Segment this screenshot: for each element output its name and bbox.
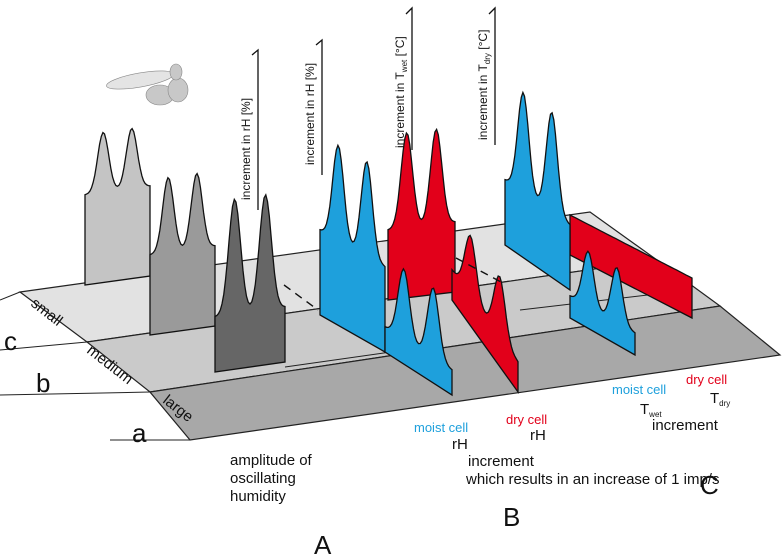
increment-label: increment — [652, 417, 719, 434]
cell-name: dry cell — [686, 372, 727, 387]
waveform-sheet — [214, 193, 286, 373]
waveform-sheet — [504, 90, 571, 292]
waveform-sheet — [569, 213, 693, 320]
axis-label: humidity — [230, 488, 286, 505]
waveform-sheet — [384, 267, 453, 397]
cell-variable: Tdry — [710, 390, 730, 408]
cell-name: moist cell — [612, 382, 666, 397]
cell-name: moist cell — [414, 420, 468, 435]
vertical-label: increment in Twet [°C] — [393, 36, 409, 148]
waveform-sheet — [84, 127, 151, 286]
cell-variable: rH — [452, 436, 468, 453]
cell-variable: rH — [530, 427, 546, 444]
bee-icon — [106, 63, 189, 106]
row-letter: c — [4, 326, 17, 356]
waveform-sheets — [84, 90, 693, 397]
waveform-sheet — [451, 234, 519, 395]
axis-label: oscillating — [230, 470, 296, 487]
vertical-label: increment in rH [%] — [239, 98, 253, 200]
row-letter: a — [132, 418, 147, 448]
axis-label: amplitude of — [230, 452, 313, 469]
panel-letter: B — [503, 502, 520, 532]
waveform-sheet — [387, 127, 456, 301]
vertical-label: increment in Tdry [°C] — [476, 30, 492, 140]
panel-letter: C — [700, 470, 719, 500]
waveform-sheet — [319, 143, 386, 354]
result-label: which results in an increase of 1 imp/s — [465, 471, 719, 488]
vertical-label: increment in rH [%] — [303, 63, 317, 165]
panel-letter: A — [314, 530, 332, 559]
vertical-labels: increment in rH [%] increment in rH [%] … — [239, 30, 492, 200]
waveform-sheet — [149, 172, 216, 336]
vertical-axes — [251, 6, 496, 210]
cell-variable: Twet — [640, 401, 662, 419]
waveform-sheet — [569, 250, 636, 357]
cell-name: dry cell — [506, 412, 547, 427]
row-letter: b — [36, 368, 50, 398]
dashed-lines — [283, 257, 504, 311]
increment-label: increment — [468, 453, 535, 470]
